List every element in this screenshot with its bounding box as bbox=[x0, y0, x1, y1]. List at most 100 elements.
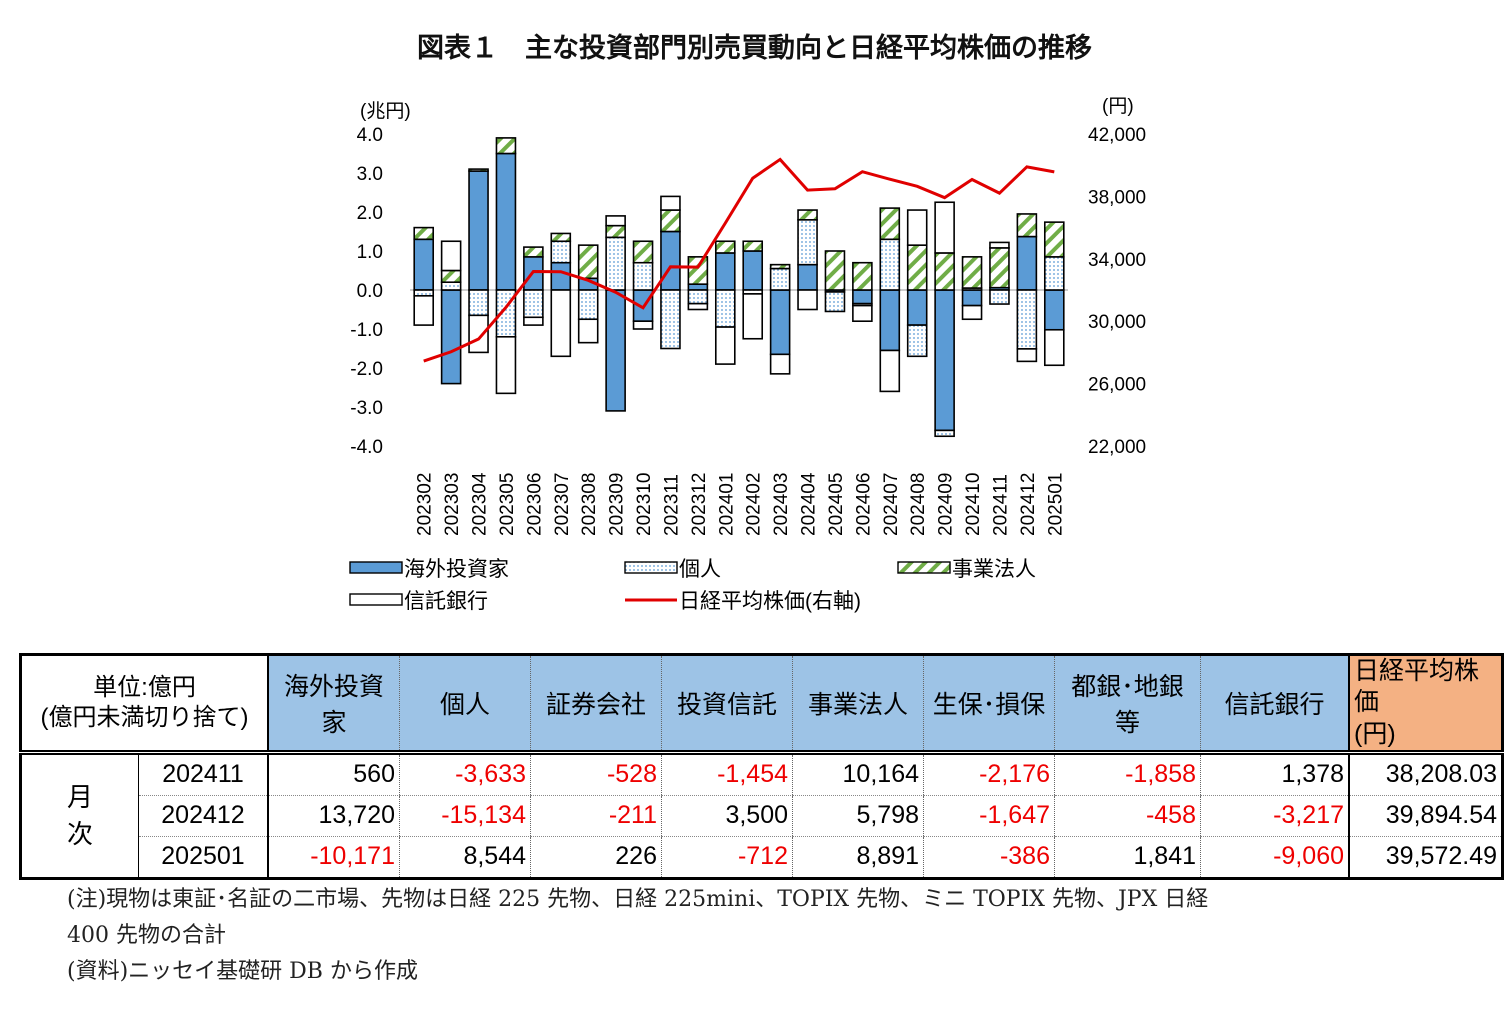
x-tick-label: 202405 bbox=[826, 473, 847, 536]
x-tick-label: 202302 bbox=[415, 473, 436, 536]
y-tick-label: 4.0 bbox=[357, 125, 383, 146]
bar-corporate bbox=[550, 232, 572, 243]
bar-corporate bbox=[413, 226, 435, 241]
y2-tick-label: 22,000 bbox=[1088, 437, 1146, 458]
bar-trust-bank bbox=[906, 209, 928, 246]
table-cell: -528 bbox=[530, 752, 662, 796]
bar-corporate bbox=[906, 244, 928, 291]
x-tick-label: 202308 bbox=[579, 473, 600, 536]
bar-corporate bbox=[1016, 213, 1038, 238]
bar-trust-bank bbox=[961, 304, 983, 321]
bar-trust-bank bbox=[769, 353, 791, 375]
nikkei-cell: 39,894.54 bbox=[1348, 795, 1503, 837]
unit-note: (億円未満切り捨て) bbox=[40, 703, 249, 731]
x-tick-label: 202304 bbox=[470, 472, 491, 536]
table-cell: -458 bbox=[1054, 795, 1201, 837]
right-axis-label: (円) bbox=[1102, 96, 1134, 117]
x-tick-label: 202307 bbox=[552, 473, 573, 536]
x-tick-label: 202401 bbox=[716, 473, 737, 536]
nikkei-cell: 39,572.49 bbox=[1348, 836, 1503, 879]
stacked-bar-line-chart: (兆円) (円) 4.0 3.0 2.0 1.0 0.0 -1.0 -2.0 -3.0 -4.0 42… bbox=[349, 96, 1146, 613]
period-label-1: 月 bbox=[66, 782, 93, 813]
table-cell: 1,378 bbox=[1200, 752, 1349, 796]
bar-corporate bbox=[660, 209, 681, 233]
bar-individual bbox=[824, 291, 846, 313]
bar-corporate bbox=[989, 247, 1010, 289]
table-cell: -1,454 bbox=[661, 752, 793, 796]
table-cell: 8,544 bbox=[399, 836, 531, 879]
table-cell: -211 bbox=[530, 795, 662, 837]
bar-corporate bbox=[632, 240, 654, 264]
table-cell: -386 bbox=[923, 836, 1055, 879]
bar-corporate bbox=[1043, 221, 1065, 258]
y-tick-label: 0.0 bbox=[357, 281, 383, 302]
bar-trust-bank bbox=[852, 304, 873, 323]
bar-trust-bank bbox=[742, 293, 764, 340]
x-tick-label: 202402 bbox=[744, 473, 765, 536]
table-row: 月次 202411 560 -3,633 -528 -1,454 10,164 -2,176-… bbox=[20, 752, 1503, 879]
bar-foreign bbox=[1016, 235, 1038, 291]
bar-foreign bbox=[1043, 289, 1065, 331]
bar-corporate bbox=[495, 137, 517, 155]
unit-label: 単位:億円 bbox=[93, 673, 196, 701]
y2-tick-label: 42,000 bbox=[1088, 125, 1146, 146]
bar-trust-bank bbox=[934, 201, 955, 254]
table-cell: 10,164 bbox=[792, 752, 924, 796]
row-month: 202412 bbox=[138, 795, 269, 837]
table-row: 202412 13,720 -15,134 -211 3,500 5,798 -1,647-… bbox=[21, 795, 1503, 837]
x-tick-label: 202404 bbox=[799, 472, 820, 536]
bar-individual bbox=[934, 429, 955, 438]
bar-corporate bbox=[961, 256, 983, 289]
bar-foreign bbox=[660, 230, 681, 291]
x-tick-label: 202309 bbox=[607, 473, 628, 536]
period-label: 月次 bbox=[20, 752, 139, 879]
x-tick-label: 202412 bbox=[1018, 473, 1039, 536]
y-tick-label: 1.0 bbox=[357, 242, 383, 263]
bar-foreign bbox=[550, 261, 572, 291]
bar-foreign bbox=[413, 238, 435, 291]
bar-trust-bank bbox=[1043, 328, 1065, 367]
y-tick-label: -2.0 bbox=[350, 359, 383, 380]
bar-individual bbox=[660, 289, 681, 350]
bar-trust-bank bbox=[495, 335, 517, 395]
bar-foreign bbox=[440, 289, 462, 385]
legend-swatch bbox=[349, 593, 403, 606]
x-tick-label: 202310 bbox=[634, 473, 655, 536]
x-tick-label: 202411 bbox=[990, 474, 1011, 536]
table-row: 202501 -10,171 8,544 226 -712 8,891 -386 1,841-… bbox=[21, 836, 1503, 879]
nikkei-header: 日経平均株価 (円) bbox=[1348, 654, 1503, 755]
col-header: 信託銀行 bbox=[1200, 654, 1349, 755]
table-cell: -3,633 bbox=[399, 752, 531, 796]
bar-foreign bbox=[934, 289, 955, 432]
table-cell: -1,858 bbox=[1054, 752, 1201, 796]
table-cell: 3,500 bbox=[661, 795, 793, 837]
bar-trust-bank bbox=[797, 289, 818, 311]
bar-trust-bank bbox=[523, 316, 544, 326]
bar-trust-bank bbox=[1016, 348, 1038, 363]
bar-foreign bbox=[605, 289, 626, 412]
bar-individual bbox=[879, 238, 901, 291]
table-cell: -15,134 bbox=[399, 795, 531, 837]
bar-individual bbox=[769, 267, 791, 291]
bar-individual bbox=[1043, 256, 1065, 291]
legend-label: 事業法人 bbox=[952, 558, 1036, 581]
left-axis-label: (兆円) bbox=[360, 100, 411, 122]
bar-trust-bank bbox=[714, 326, 736, 365]
bar-trust-bank bbox=[660, 195, 681, 211]
bar-individual bbox=[605, 236, 626, 291]
x-tick-label: 202403 bbox=[771, 473, 792, 536]
bar-foreign bbox=[879, 289, 901, 352]
table-cell: 226 bbox=[530, 836, 662, 879]
bar-corporate bbox=[934, 252, 955, 291]
bar-corporate bbox=[523, 246, 544, 258]
bar-corporate bbox=[714, 240, 736, 254]
table-cell: -1,647 bbox=[923, 795, 1055, 837]
bar-foreign bbox=[797, 263, 818, 291]
note-line: (注)現物は東証･名証の二市場、先物は日経 225 先物、日経 225mini、… bbox=[67, 887, 1209, 912]
table-cell: 5,798 bbox=[792, 795, 924, 837]
legend-swatch bbox=[349, 561, 403, 574]
bar-corporate bbox=[605, 224, 626, 239]
bar-corporate bbox=[687, 256, 709, 285]
x-tick-label: 202408 bbox=[908, 473, 929, 536]
bar-corporate bbox=[797, 209, 818, 221]
